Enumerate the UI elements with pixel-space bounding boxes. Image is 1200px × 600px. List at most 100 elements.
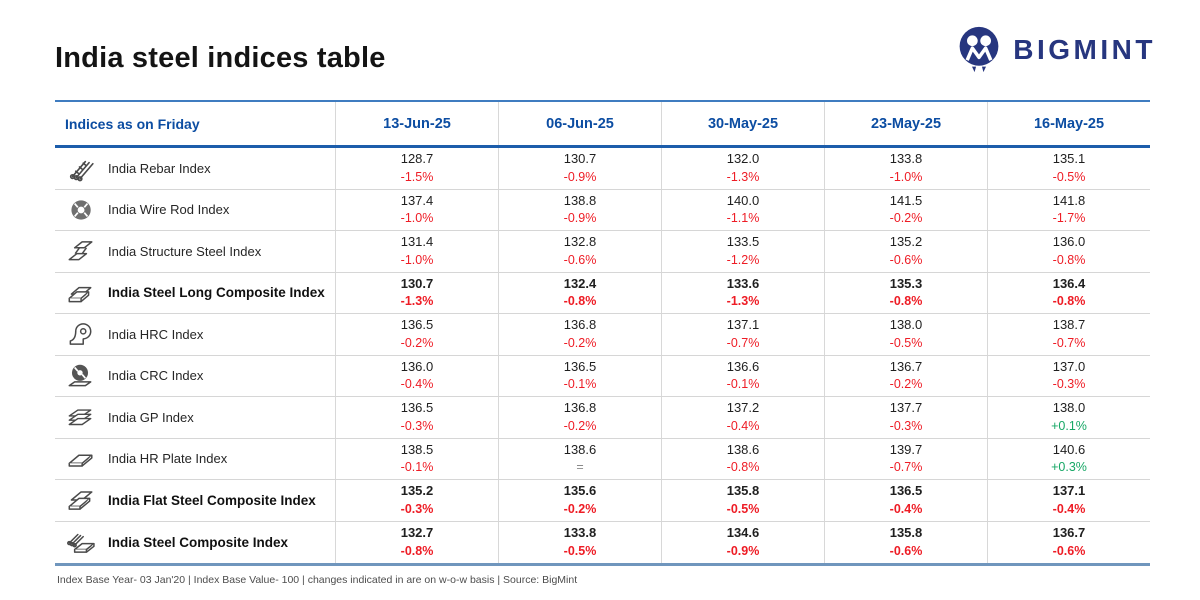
steel-composite-icon bbox=[65, 528, 95, 556]
index-value: 138.0 bbox=[1052, 400, 1086, 416]
date-header: 30-May-25 bbox=[661, 102, 824, 145]
bigmint-people-icon bbox=[959, 26, 999, 73]
date-header: 06-Jun-25 bbox=[498, 102, 661, 145]
index-change: -0.8% bbox=[563, 294, 597, 309]
index-change: -0.1% bbox=[563, 377, 597, 392]
brand-text: BIGMINT bbox=[1013, 34, 1156, 65]
long-steel-stack-icon bbox=[65, 279, 95, 307]
table-row: India Flat Steel Composite Index 135.2 -0… bbox=[55, 480, 1150, 522]
index-value: 135.2 bbox=[889, 234, 923, 250]
index-change: -0.4% bbox=[726, 418, 760, 433]
index-change: -0.6% bbox=[889, 252, 923, 267]
index-name: India Wire Rod Index bbox=[108, 202, 230, 218]
index-value: 136.8 bbox=[563, 400, 597, 416]
index-label-cell: India GP Index bbox=[55, 397, 335, 438]
gp-sheets-icon bbox=[65, 403, 95, 431]
table-row: India HRC Index 136.5 -0.2% 136.8 -0.2% 13… bbox=[55, 314, 1150, 356]
index-change: -1.1% bbox=[726, 211, 760, 226]
index-name: India HRC Index bbox=[108, 326, 204, 342]
index-label-cell: India Rebar Index bbox=[55, 148, 335, 189]
table-row: India Wire Rod Index 137.4 -1.0% 138.8 -0.… bbox=[55, 189, 1150, 231]
date-header: 16-May-25 bbox=[987, 102, 1150, 145]
index-value: 136.5 bbox=[563, 358, 597, 374]
index-change: -0.2% bbox=[563, 501, 597, 516]
index-value: 136.7 bbox=[889, 358, 923, 374]
index-change: -0.4% bbox=[1052, 501, 1086, 516]
index-change: -0.5% bbox=[563, 543, 597, 558]
index-value: 136.6 bbox=[726, 358, 760, 374]
hr-plate-icon bbox=[65, 445, 95, 473]
bigmint-logo: BIGMINT bbox=[955, 26, 1156, 74]
index-label-cell: India Wire Rod Index bbox=[55, 190, 335, 231]
wire-rod-coil-icon bbox=[65, 196, 95, 224]
index-value: 138.5 bbox=[400, 441, 434, 457]
index-label-cell: India Steel Composite Index bbox=[55, 522, 335, 564]
index-label-cell: India Flat Steel Composite Index bbox=[55, 480, 335, 521]
table-header-row: Indices as on Friday 13-Jun-25 06-Jun-25… bbox=[55, 102, 1150, 148]
index-value: 138.7 bbox=[1052, 317, 1086, 333]
index-value: 135.8 bbox=[726, 483, 760, 499]
table-row: India CRC Index 136.0 -0.4% 136.5 -0.1% 13… bbox=[55, 355, 1150, 397]
date-header: 23-May-25 bbox=[824, 102, 987, 145]
index-value: 141.8 bbox=[1052, 192, 1086, 208]
index-value: 132.0 bbox=[726, 151, 760, 167]
index-change: -1.0% bbox=[400, 211, 434, 226]
index-change: -1.5% bbox=[400, 169, 434, 184]
index-change: -0.2% bbox=[563, 335, 597, 350]
index-value: 135.6 bbox=[563, 483, 597, 499]
index-value: 136.5 bbox=[400, 317, 434, 333]
rebar-bundle-icon bbox=[65, 154, 95, 182]
index-change: -0.1% bbox=[726, 377, 760, 392]
index-change: -0.7% bbox=[889, 460, 923, 475]
index-value: 138.0 bbox=[889, 317, 923, 333]
index-change: -0.9% bbox=[563, 169, 597, 184]
index-change: -0.8% bbox=[726, 460, 760, 475]
index-change: -0.9% bbox=[726, 543, 760, 558]
table-row: India GP Index 136.5 -0.3% 136.8 -0.2% 137… bbox=[55, 397, 1150, 439]
index-value: 137.4 bbox=[400, 192, 434, 208]
index-change: -0.7% bbox=[1052, 335, 1086, 350]
table-row: India Structure Steel Index 131.4 -1.0% 1… bbox=[55, 231, 1150, 273]
index-value: 137.7 bbox=[889, 400, 923, 416]
index-value: 130.7 bbox=[563, 151, 597, 167]
index-name: India Rebar Index bbox=[108, 160, 211, 176]
index-change: -1.3% bbox=[726, 169, 760, 184]
index-value: 137.1 bbox=[726, 317, 760, 333]
crc-coil-icon bbox=[65, 362, 95, 390]
index-value: 138.6 bbox=[726, 441, 760, 457]
index-name: India Structure Steel Index bbox=[108, 243, 262, 259]
index-change: -0.2% bbox=[563, 418, 597, 433]
hrc-coil-icon bbox=[65, 320, 95, 348]
steel-indices-table: Indices as on Friday 13-Jun-25 06-Jun-25… bbox=[55, 100, 1150, 566]
flat-steel-stack-icon bbox=[65, 486, 95, 514]
index-change: -0.6% bbox=[563, 252, 597, 267]
index-value: 136.5 bbox=[889, 483, 923, 499]
table-row: India Rebar Index 128.7 -1.5% 130.7 -0.9% … bbox=[55, 148, 1150, 190]
index-change: -1.0% bbox=[400, 252, 434, 267]
index-value: 137.1 bbox=[1052, 483, 1086, 499]
index-change: -0.6% bbox=[1052, 543, 1086, 558]
index-change: -0.3% bbox=[889, 418, 923, 433]
table-row: India HR Plate Index 138.5 -0.1% 138.6 = 1… bbox=[55, 438, 1150, 480]
index-change: -0.3% bbox=[1052, 377, 1086, 392]
index-change: -0.8% bbox=[400, 543, 434, 558]
index-value: 132.4 bbox=[563, 275, 597, 291]
index-change: -0.3% bbox=[400, 418, 434, 433]
index-value: 136.4 bbox=[1052, 275, 1086, 291]
index-name: India CRC Index bbox=[108, 368, 204, 384]
table-row: India Steel Long Composite Index 130.7 -1… bbox=[55, 272, 1150, 314]
index-value: 140.6 bbox=[1052, 441, 1086, 457]
index-change: -0.9% bbox=[563, 211, 597, 226]
index-value: 135.2 bbox=[400, 483, 434, 499]
index-label-cell: India Steel Long Composite Index bbox=[55, 273, 335, 314]
structure-steel-icon bbox=[65, 237, 95, 265]
index-value: 136.0 bbox=[400, 358, 434, 374]
index-change: -1.3% bbox=[400, 294, 434, 309]
index-value: 137.0 bbox=[1052, 358, 1086, 374]
index-change: -0.6% bbox=[889, 543, 923, 558]
index-value: 141.5 bbox=[889, 192, 923, 208]
index-name: India Flat Steel Composite Index bbox=[108, 492, 316, 508]
index-value: 131.4 bbox=[400, 234, 434, 250]
index-change: -0.4% bbox=[400, 377, 434, 392]
